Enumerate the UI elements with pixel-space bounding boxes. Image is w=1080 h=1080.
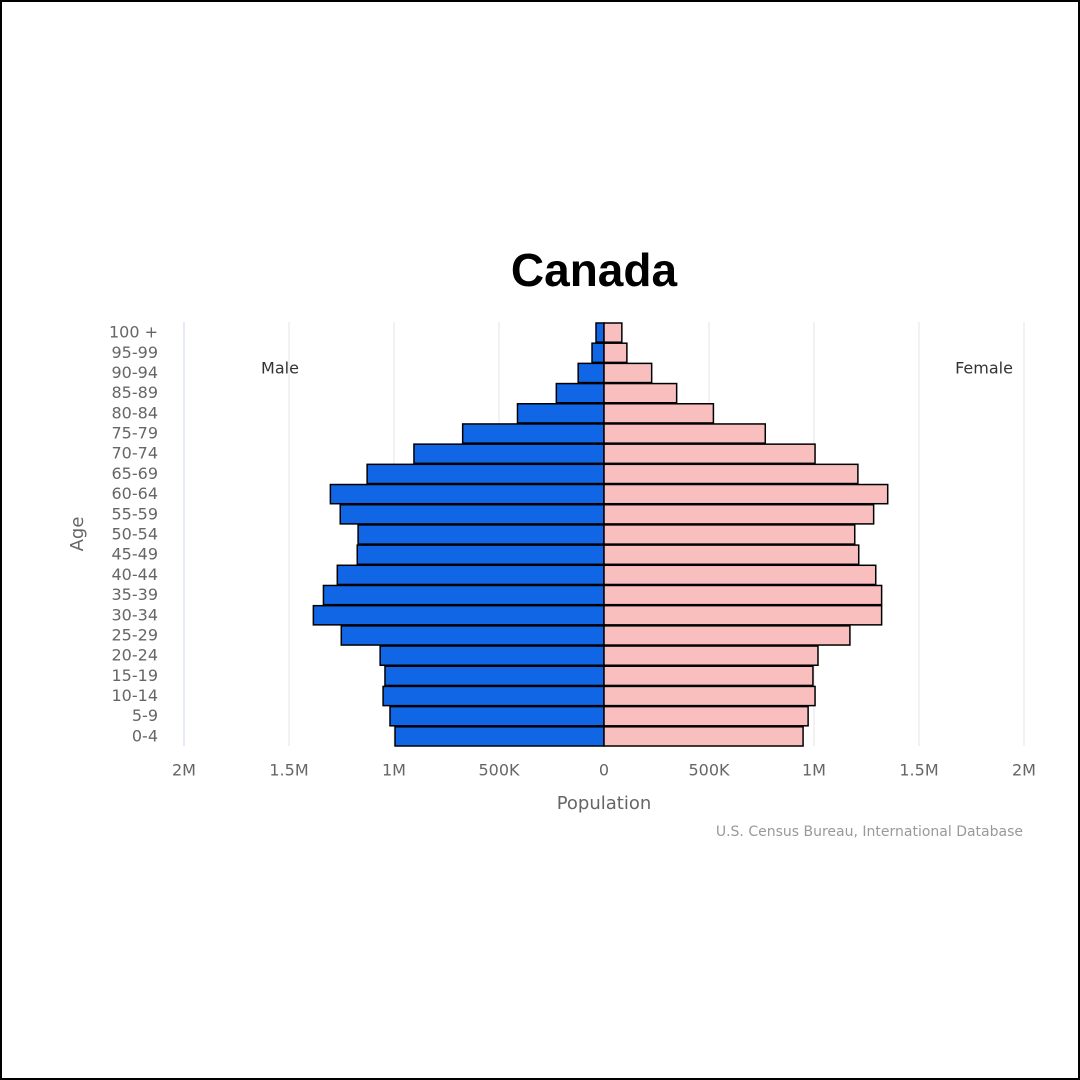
y-tick-label: 75-79 xyxy=(112,424,159,443)
bar xyxy=(384,665,605,687)
x-tick-label: 1.5M xyxy=(269,761,308,780)
y-tick-label: 85-89 xyxy=(112,383,159,402)
bar xyxy=(394,726,605,747)
x-tick-label: 1.5M xyxy=(899,761,938,780)
x-tick-label: 1M xyxy=(802,761,826,780)
bar xyxy=(461,423,605,444)
bar xyxy=(389,705,605,727)
bar xyxy=(603,362,653,384)
y-axis-title: Age xyxy=(67,517,88,552)
bar xyxy=(603,463,859,485)
y-tick-label: 30-34 xyxy=(112,605,159,624)
bar xyxy=(329,483,605,505)
bar xyxy=(603,342,628,364)
y-tick-label: 60-64 xyxy=(112,484,159,503)
x-tick-label: 500K xyxy=(688,761,730,780)
bar xyxy=(603,665,814,687)
bar xyxy=(366,463,605,485)
bar xyxy=(603,705,809,727)
bar xyxy=(603,503,875,525)
y-tick-label: 90-94 xyxy=(112,363,159,382)
y-tick-label: 10-14 xyxy=(112,686,159,705)
left-label: Male xyxy=(261,359,299,378)
x-tick-label: 2M xyxy=(172,761,196,780)
x-tick-label: 1M xyxy=(382,761,406,780)
bar xyxy=(603,564,877,586)
y-tick-label: 55-59 xyxy=(112,504,159,523)
credit: U.S. Census Bureau, International Databa… xyxy=(716,824,1023,840)
bar xyxy=(603,322,623,343)
bar xyxy=(603,443,816,465)
y-tick-label: 25-29 xyxy=(112,625,159,644)
bar xyxy=(603,685,816,707)
y-tick-label: 0-4 xyxy=(132,726,158,745)
x-axis-title: Population xyxy=(557,793,652,814)
bar xyxy=(603,382,678,404)
bar xyxy=(603,625,851,646)
y-tick-label: 70-74 xyxy=(112,444,159,463)
bar xyxy=(577,362,605,384)
y-tick-label: 20-24 xyxy=(112,646,159,665)
bar xyxy=(340,625,605,646)
x-tick-label: 2M xyxy=(1012,761,1036,780)
y-tick-label: 50-54 xyxy=(112,525,159,544)
y-tick-label: 5-9 xyxy=(132,706,158,725)
bar xyxy=(336,564,605,586)
bar xyxy=(555,382,605,404)
bar xyxy=(516,403,605,424)
bar xyxy=(591,342,605,364)
bar xyxy=(356,544,605,566)
bar xyxy=(603,423,767,444)
bar xyxy=(595,322,605,343)
bar xyxy=(379,645,605,666)
bar xyxy=(322,584,605,606)
bar xyxy=(413,443,605,465)
y-tick-label: 35-39 xyxy=(112,585,159,604)
y-tick-label: 15-19 xyxy=(112,666,159,685)
bar xyxy=(357,524,605,545)
x-tick-label: 500K xyxy=(478,761,520,780)
y-tick-label: 80-84 xyxy=(112,403,159,422)
right-label: Female xyxy=(955,359,1013,378)
chart-title: Canada xyxy=(511,244,678,296)
bar xyxy=(603,584,883,606)
y-tick-label: 100 + xyxy=(109,323,158,342)
bar xyxy=(603,483,889,505)
y-tick-label: 40-44 xyxy=(112,565,159,584)
x-tick-label: 0 xyxy=(599,761,609,780)
bar xyxy=(603,403,715,424)
y-tick-label: 45-49 xyxy=(112,545,159,564)
bar xyxy=(339,503,605,525)
y-tick-label: 95-99 xyxy=(112,343,159,362)
y-tick-label: 65-69 xyxy=(112,464,159,483)
bar xyxy=(382,685,605,707)
bar xyxy=(603,544,860,566)
bar xyxy=(603,604,883,626)
bar xyxy=(603,726,804,747)
bar xyxy=(312,604,605,626)
bar xyxy=(603,645,819,666)
bar xyxy=(603,524,856,545)
